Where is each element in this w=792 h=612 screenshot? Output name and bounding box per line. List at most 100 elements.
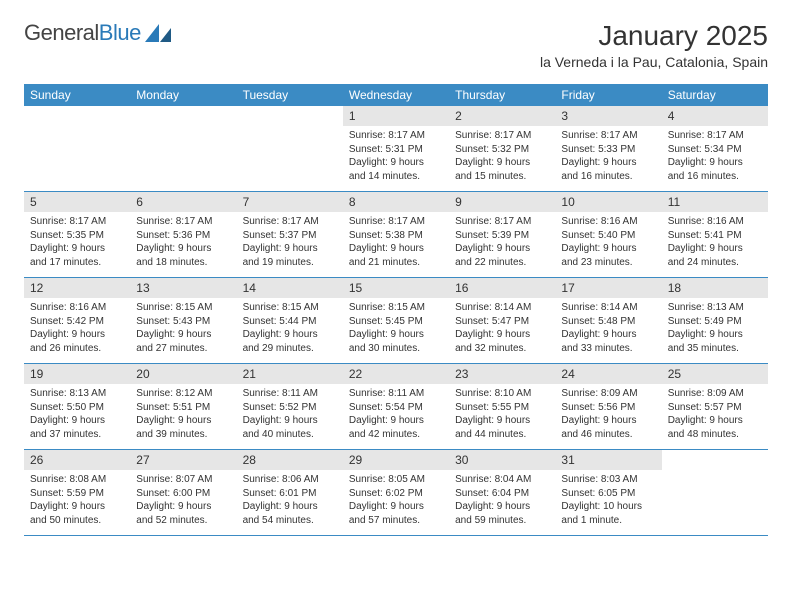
day-number-cell: 13 — [130, 278, 236, 299]
day-detail-cell: Sunrise: 8:09 AMSunset: 5:56 PMDaylight:… — [555, 384, 661, 450]
detail-line-day2: and 33 minutes. — [561, 342, 655, 356]
day-detail-cell: Sunrise: 8:11 AMSunset: 5:52 PMDaylight:… — [237, 384, 343, 450]
day-number-cell: 12 — [24, 278, 130, 299]
detail-line-day1: Daylight: 9 hours — [561, 328, 655, 342]
detail-line-sunset: Sunset: 6:01 PM — [243, 487, 337, 501]
day-number-cell: 25 — [662, 364, 768, 385]
detail-line-day1: Daylight: 9 hours — [455, 500, 549, 514]
detail-line-sunset: Sunset: 5:59 PM — [30, 487, 124, 501]
detail-line-sunrise: Sunrise: 8:16 AM — [561, 215, 655, 229]
brand-logo: GeneralBlue — [24, 20, 171, 46]
detail-line-day1: Daylight: 9 hours — [668, 328, 762, 342]
day-detail-cell: Sunrise: 8:15 AMSunset: 5:43 PMDaylight:… — [130, 298, 236, 364]
day-detail-row: Sunrise: 8:13 AMSunset: 5:50 PMDaylight:… — [24, 384, 768, 450]
weekday-header: Thursday — [449, 84, 555, 106]
detail-line-day2: and 18 minutes. — [136, 256, 230, 270]
detail-line-sunset: Sunset: 5:43 PM — [136, 315, 230, 329]
detail-line-day1: Daylight: 9 hours — [668, 156, 762, 170]
day-number-cell: 23 — [449, 364, 555, 385]
detail-line-day2: and 26 minutes. — [30, 342, 124, 356]
detail-line-sunset: Sunset: 6:05 PM — [561, 487, 655, 501]
brand-part1: General — [24, 20, 99, 45]
day-detail-cell: Sunrise: 8:17 AMSunset: 5:37 PMDaylight:… — [237, 212, 343, 278]
detail-line-day1: Daylight: 9 hours — [136, 328, 230, 342]
detail-line-day1: Daylight: 9 hours — [455, 242, 549, 256]
detail-line-sunrise: Sunrise: 8:15 AM — [136, 301, 230, 315]
detail-line-sunrise: Sunrise: 8:17 AM — [561, 129, 655, 143]
day-number-cell: 7 — [237, 192, 343, 213]
detail-line-sunset: Sunset: 6:02 PM — [349, 487, 443, 501]
detail-line-sunset: Sunset: 5:57 PM — [668, 401, 762, 415]
detail-line-day2: and 39 minutes. — [136, 428, 230, 442]
day-detail-cell: Sunrise: 8:03 AMSunset: 6:05 PMDaylight:… — [555, 470, 661, 536]
day-number-cell: 9 — [449, 192, 555, 213]
detail-line-sunrise: Sunrise: 8:03 AM — [561, 473, 655, 487]
day-detail-cell: Sunrise: 8:07 AMSunset: 6:00 PMDaylight:… — [130, 470, 236, 536]
weekday-header: Saturday — [662, 84, 768, 106]
detail-line-sunrise: Sunrise: 8:15 AM — [243, 301, 337, 315]
weekday-header: Tuesday — [237, 84, 343, 106]
detail-line-day2: and 59 minutes. — [455, 514, 549, 528]
detail-line-sunset: Sunset: 5:32 PM — [455, 143, 549, 157]
day-number-cell: 21 — [237, 364, 343, 385]
detail-line-day1: Daylight: 9 hours — [668, 414, 762, 428]
day-detail-cell — [24, 126, 130, 192]
detail-line-day2: and 54 minutes. — [243, 514, 337, 528]
detail-line-day2: and 1 minute. — [561, 514, 655, 528]
day-number-cell: 5 — [24, 192, 130, 213]
detail-line-sunset: Sunset: 5:56 PM — [561, 401, 655, 415]
detail-line-day2: and 27 minutes. — [136, 342, 230, 356]
detail-line-day1: Daylight: 9 hours — [349, 500, 443, 514]
day-number-cell: 22 — [343, 364, 449, 385]
detail-line-day1: Daylight: 9 hours — [243, 328, 337, 342]
detail-line-sunset: Sunset: 5:54 PM — [349, 401, 443, 415]
detail-line-day2: and 21 minutes. — [349, 256, 443, 270]
day-number-cell — [130, 106, 236, 126]
detail-line-day2: and 40 minutes. — [243, 428, 337, 442]
day-number-cell: 26 — [24, 450, 130, 471]
day-number-cell — [662, 450, 768, 471]
detail-line-sunrise: Sunrise: 8:17 AM — [136, 215, 230, 229]
title-block: January 2025 la Verneda i la Pau, Catalo… — [540, 20, 768, 70]
day-detail-cell: Sunrise: 8:13 AMSunset: 5:50 PMDaylight:… — [24, 384, 130, 450]
detail-line-day1: Daylight: 9 hours — [561, 414, 655, 428]
detail-line-day2: and 22 minutes. — [455, 256, 549, 270]
detail-line-day2: and 48 minutes. — [668, 428, 762, 442]
day-detail-cell — [662, 470, 768, 536]
detail-line-day2: and 44 minutes. — [455, 428, 549, 442]
day-number-cell: 1 — [343, 106, 449, 126]
detail-line-sunrise: Sunrise: 8:04 AM — [455, 473, 549, 487]
day-detail-cell: Sunrise: 8:17 AMSunset: 5:36 PMDaylight:… — [130, 212, 236, 278]
detail-line-day1: Daylight: 9 hours — [561, 156, 655, 170]
month-title: January 2025 — [540, 20, 768, 52]
detail-line-day1: Daylight: 9 hours — [243, 414, 337, 428]
weekday-header: Sunday — [24, 84, 130, 106]
detail-line-sunset: Sunset: 5:51 PM — [136, 401, 230, 415]
day-number-cell — [237, 106, 343, 126]
detail-line-day2: and 16 minutes. — [561, 170, 655, 184]
detail-line-sunrise: Sunrise: 8:16 AM — [668, 215, 762, 229]
detail-line-sunrise: Sunrise: 8:11 AM — [349, 387, 443, 401]
detail-line-day1: Daylight: 9 hours — [561, 242, 655, 256]
day-detail-cell — [237, 126, 343, 192]
day-detail-cell — [130, 126, 236, 192]
day-number-cell: 2 — [449, 106, 555, 126]
detail-line-sunset: Sunset: 5:48 PM — [561, 315, 655, 329]
day-detail-cell: Sunrise: 8:16 AMSunset: 5:40 PMDaylight:… — [555, 212, 661, 278]
detail-line-sunrise: Sunrise: 8:17 AM — [30, 215, 124, 229]
day-detail-cell: Sunrise: 8:15 AMSunset: 5:45 PMDaylight:… — [343, 298, 449, 364]
detail-line-sunset: Sunset: 5:34 PM — [668, 143, 762, 157]
detail-line-day1: Daylight: 9 hours — [136, 414, 230, 428]
day-detail-row: Sunrise: 8:08 AMSunset: 5:59 PMDaylight:… — [24, 470, 768, 536]
detail-line-day1: Daylight: 9 hours — [136, 242, 230, 256]
day-detail-row: Sunrise: 8:16 AMSunset: 5:42 PMDaylight:… — [24, 298, 768, 364]
detail-line-sunset: Sunset: 5:36 PM — [136, 229, 230, 243]
detail-line-sunrise: Sunrise: 8:13 AM — [668, 301, 762, 315]
day-detail-cell: Sunrise: 8:09 AMSunset: 5:57 PMDaylight:… — [662, 384, 768, 450]
day-detail-row: Sunrise: 8:17 AMSunset: 5:35 PMDaylight:… — [24, 212, 768, 278]
detail-line-day2: and 16 minutes. — [668, 170, 762, 184]
detail-line-sunset: Sunset: 5:35 PM — [30, 229, 124, 243]
detail-line-day1: Daylight: 10 hours — [561, 500, 655, 514]
detail-line-day2: and 50 minutes. — [30, 514, 124, 528]
detail-line-sunrise: Sunrise: 8:09 AM — [561, 387, 655, 401]
